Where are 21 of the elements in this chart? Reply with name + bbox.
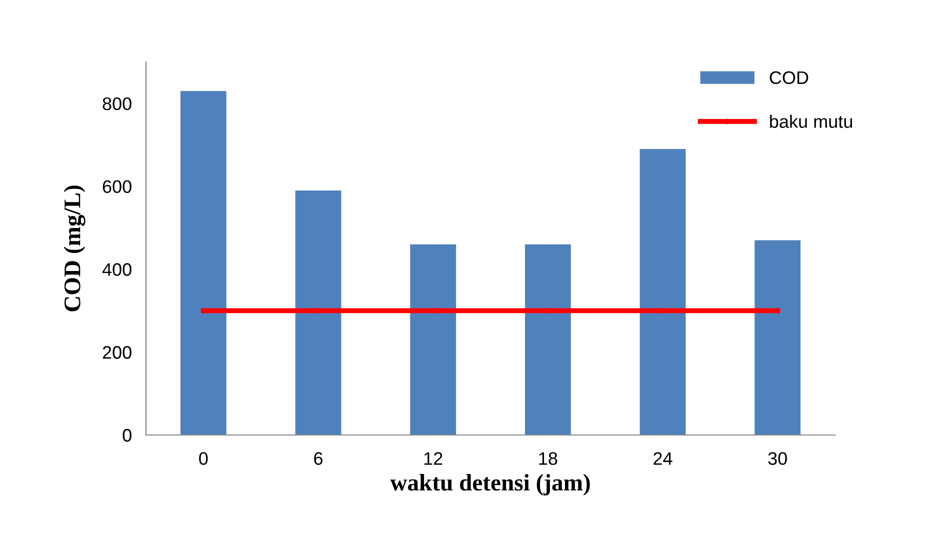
legend-label: baku mutu [770, 114, 852, 128]
y-tick-label: 600 [102, 180, 132, 194]
x-tick-label: 6 [314, 452, 322, 465]
bar [754, 240, 801, 435]
x-tick-label: 24 [654, 452, 672, 465]
x-tick-label: 18 [539, 452, 558, 465]
bar [410, 244, 456, 435]
bar [640, 149, 686, 435]
y-tick-label: 800 [102, 97, 132, 110]
y-tick-label: 0 [122, 428, 132, 442]
y-axis-title: COD (mg/L) [64, 186, 86, 312]
x-tick-label: 30 [768, 452, 787, 465]
x-tick-label: 12 [424, 452, 442, 465]
x-tick-label: 0 [199, 452, 208, 465]
bar [524, 244, 571, 435]
legend-label: COD [770, 71, 808, 84]
x-axis-title: waktu detensi (jam) [390, 474, 590, 496]
bar [180, 91, 226, 435]
bar [295, 190, 342, 435]
y-tick-label: 400 [102, 263, 132, 276]
y-tick-label: 200 [102, 346, 132, 359]
